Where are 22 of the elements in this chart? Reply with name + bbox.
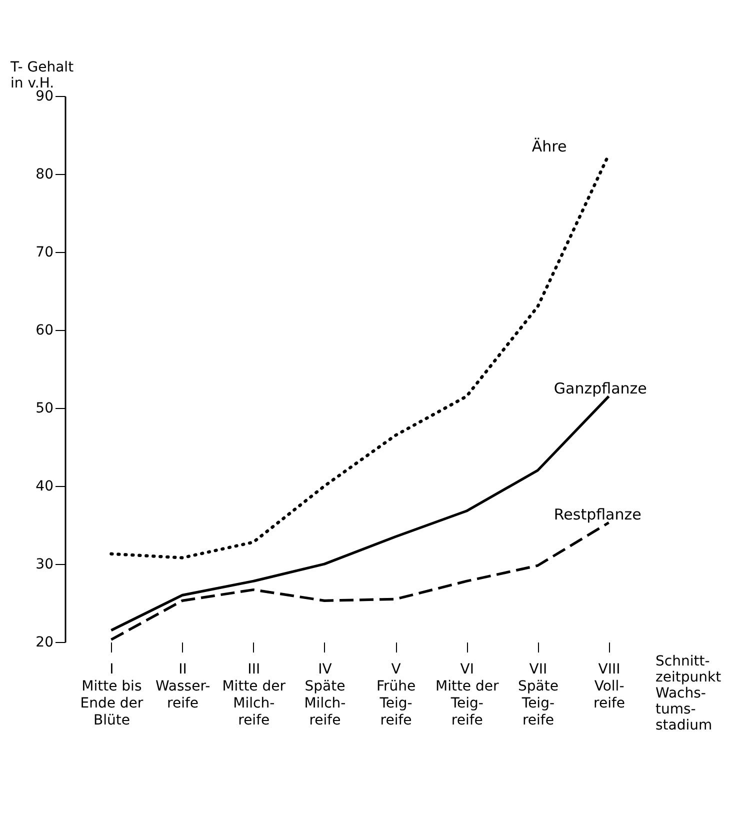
x-tick-label: VI Mitte der Teig- reife xyxy=(435,662,499,728)
y-tick-label: 30 xyxy=(36,556,54,572)
x-axis-title: Schnitt- zeitpunkt Wachs- tums- stadium xyxy=(656,654,722,734)
line-series xyxy=(110,521,610,641)
x-tick-label: II Wasser- reife xyxy=(155,662,210,712)
x-tick-label: V Frühe Teig- reife xyxy=(376,662,416,728)
series-label: Restpflanze xyxy=(554,506,642,524)
y-tick-label: 40 xyxy=(36,478,54,494)
x-tick-label: I Mitte bis Ende der Blüte xyxy=(80,662,144,728)
y-axis-title: T- Gehalt in v.H. xyxy=(10,60,74,92)
text: Ähre xyxy=(532,138,567,156)
y-tick-label: 50 xyxy=(36,400,54,416)
x-tick-label: IV Späte Milch- reife xyxy=(304,662,346,728)
y-tick-label: 80 xyxy=(36,166,54,182)
series-label: Ganzpflanze xyxy=(554,379,647,398)
x-tick-label: VIII Voll- reife xyxy=(594,662,626,712)
x-tick-label: III Mitte der Milch- reife xyxy=(222,662,286,728)
y-tick-label: 90 xyxy=(36,88,54,104)
y-tick-label: 70 xyxy=(36,244,54,260)
y-tick-label: 60 xyxy=(36,322,54,338)
y-tick-label: 20 xyxy=(36,634,54,650)
x-tick-label: VII Späte Teig- reife xyxy=(518,662,558,728)
